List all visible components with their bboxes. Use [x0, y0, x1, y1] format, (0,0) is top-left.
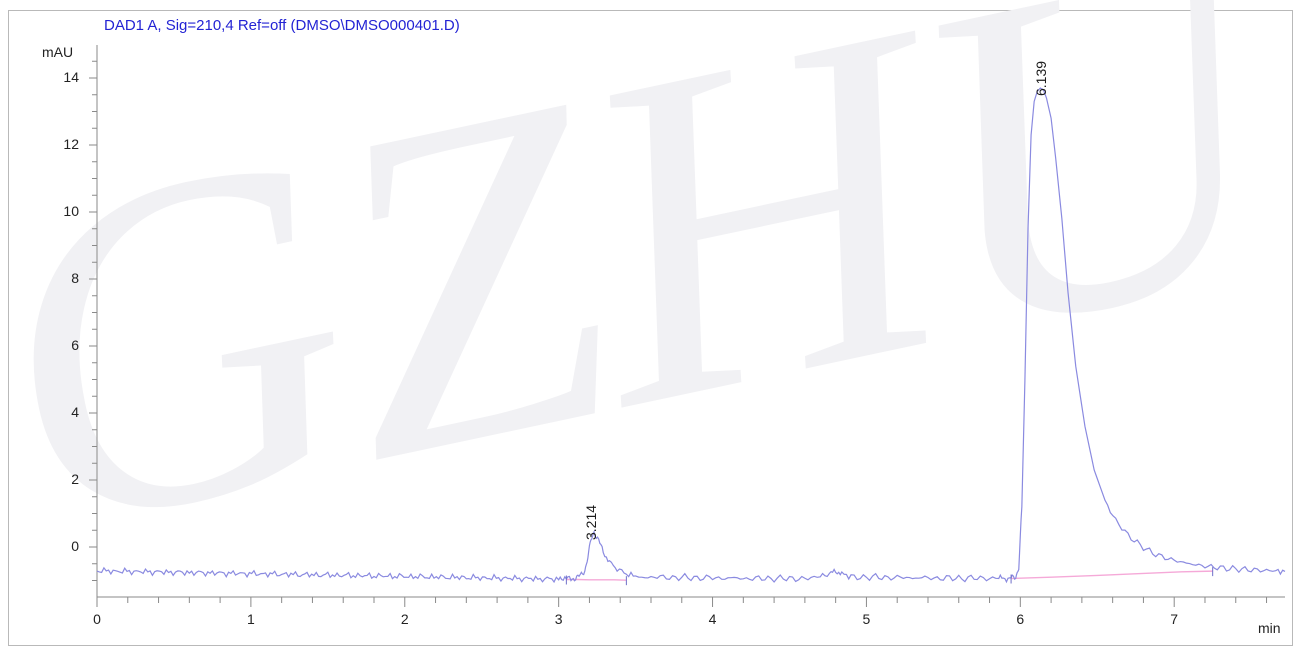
x-tick-label: 5 [862, 611, 871, 627]
x-tick-label: 3 [554, 611, 563, 627]
y-tick-label: 4 [71, 404, 79, 420]
y-axis-unit-label: mAU [42, 44, 74, 60]
x-tick-label: 4 [708, 611, 717, 627]
chart-frame [8, 10, 1293, 646]
axis-group [96, 45, 1285, 598]
y-tick-label: 12 [63, 136, 79, 152]
signal-trace [96, 87, 1286, 584]
x-tick-label: 0 [93, 611, 101, 627]
y-tick-label: 8 [71, 270, 79, 286]
chart-title: DAD1 A, Sig=210,4 Ref=off (DMSO\DMSO0004… [104, 17, 460, 34]
peak-boundary-markers [565, 567, 1214, 586]
peak-retention-time-label: 3.214 [582, 504, 599, 540]
x-axis-ticks [96, 597, 1268, 607]
x-axis-unit-label: min [1258, 620, 1281, 636]
x-tick-label: 1 [246, 611, 255, 627]
x-tick-label: 2 [400, 611, 409, 627]
y-tick-label: 10 [63, 203, 79, 219]
y-axis-ticks [89, 60, 97, 581]
peak-retention-time-label: 6.139 [1032, 61, 1049, 97]
y-tick-label: 6 [71, 337, 79, 353]
x-tick-label: 6 [1016, 611, 1025, 627]
y-tick-label: 2 [71, 471, 79, 487]
y-tick-label: 14 [63, 69, 79, 85]
x-tick-label: 7 [1170, 611, 1179, 627]
y-tick-label: 0 [71, 538, 79, 554]
